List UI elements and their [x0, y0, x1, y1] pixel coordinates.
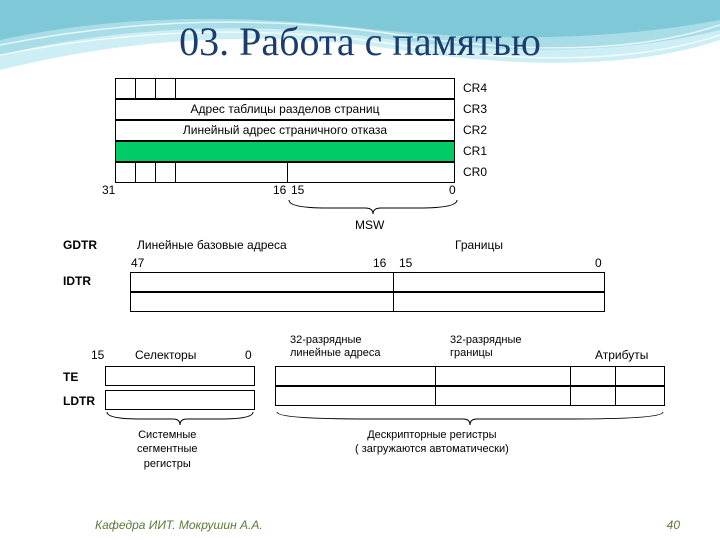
bit-label-31: 31 — [102, 183, 115, 197]
cr-text-cr3: Адрес таблицы разделов страниц — [115, 102, 455, 116]
bit-15c: 15 — [91, 348, 104, 362]
slide-title: 03. Работа с памятью — [0, 18, 720, 65]
bit-label-15: 15 — [291, 183, 304, 197]
cr-label-cr2: CR2 — [463, 123, 487, 137]
bit-15b: 15 — [399, 256, 412, 270]
cr-row-cr0 — [115, 162, 455, 183]
sys-seg-brace — [105, 410, 255, 428]
desc-reg-brace — [275, 410, 665, 428]
gran-heading: 32-разрядныеграницы — [450, 334, 522, 360]
lin-heading: 32-разрядныелинейные адреса — [290, 334, 380, 360]
sel-heading: Селекторы — [135, 348, 196, 362]
bit-47: 47 — [131, 256, 144, 270]
idtr-div — [393, 292, 394, 312]
gdtr-row — [130, 272, 605, 292]
cr-row-cr4 — [115, 78, 455, 99]
cr-label-cr3: CR3 — [463, 102, 487, 116]
bit-0b: 0 — [595, 256, 602, 270]
sys-seg-label: Системныесегментныерегистры — [137, 428, 198, 471]
idtr-row — [130, 292, 605, 312]
te-label: TE — [63, 370, 78, 384]
footer-right: 40 — [667, 518, 680, 532]
cr-label-cr1: CR1 — [463, 144, 487, 158]
te-sel — [105, 366, 255, 386]
te-desc — [275, 366, 665, 386]
bit-label-16: 16 — [273, 183, 286, 197]
footer-left: Кафедра ИИТ. Мокрушин А.А. — [95, 518, 263, 532]
gdtr-div — [393, 272, 394, 292]
attr-heading: Атрибуты — [595, 348, 648, 362]
cr-label-cr4: CR4 — [463, 81, 487, 95]
ldtr-label: LDTR — [63, 394, 95, 408]
cr-text-cr2: Линейный адрес страничного отказа — [115, 123, 455, 137]
bit-label-0: 0 — [449, 183, 456, 197]
gdtr-label: GDTR — [63, 238, 97, 252]
ldtr-desc — [275, 386, 665, 406]
desc-reg-label: Дескрипторные регистры( загружаются авто… — [355, 428, 509, 457]
register-diagram: CR4 CR3 Адрес таблицы разделов страниц CR2 Л… — [55, 70, 675, 490]
msw-label: MSW — [355, 218, 384, 232]
bit-16b: 16 — [373, 256, 386, 270]
gdtr-granicy: Границы — [455, 238, 503, 252]
ldtr-sel — [105, 390, 255, 410]
cr-row-cr1 — [115, 141, 455, 162]
idtr-label: IDTR — [63, 274, 91, 288]
bit-0c: 0 — [245, 348, 252, 362]
msw-brace — [287, 198, 459, 218]
cr-label-cr0: CR0 — [463, 165, 487, 179]
gdtr-heading: Линейные базовые адреса — [137, 238, 287, 252]
